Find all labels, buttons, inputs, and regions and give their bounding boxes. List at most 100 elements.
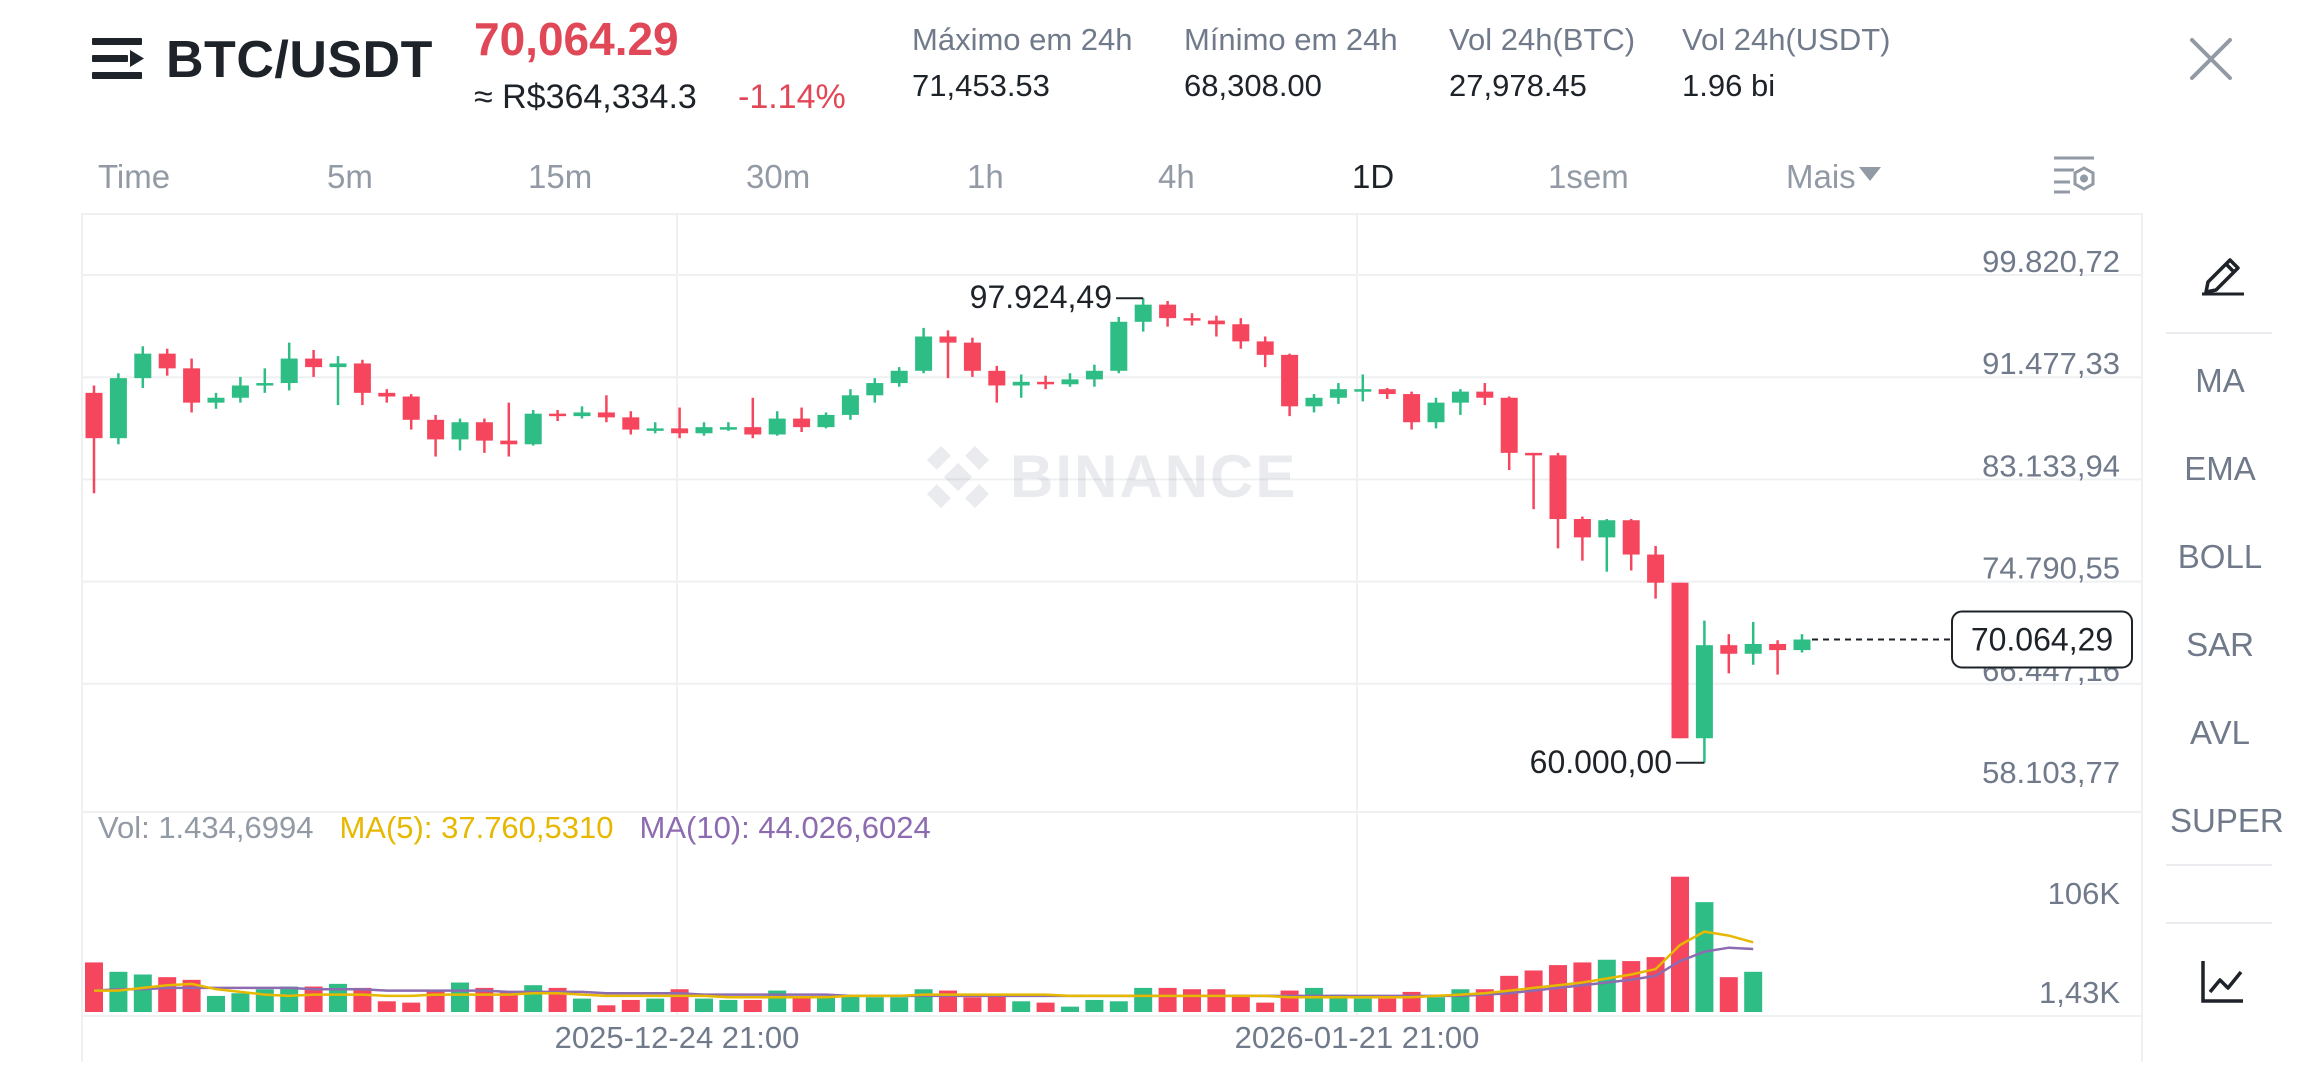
pair-title[interactable]: BTC/USDT bbox=[166, 31, 433, 89]
candle-body bbox=[500, 440, 518, 445]
candle-body bbox=[963, 342, 981, 371]
pencil-icon[interactable] bbox=[2200, 248, 2246, 296]
candle-body bbox=[183, 368, 201, 403]
volume-bar bbox=[987, 995, 1006, 1012]
tab-5m[interactable]: 5m bbox=[327, 158, 373, 195]
volume-bar bbox=[1622, 961, 1641, 1012]
menu-icon[interactable] bbox=[92, 36, 144, 82]
watermark-text: BINANCE bbox=[1010, 443, 1297, 510]
candle-body bbox=[1744, 643, 1762, 654]
candle-body bbox=[427, 419, 445, 440]
candle-body bbox=[793, 418, 811, 428]
volume-bar bbox=[1256, 1002, 1275, 1012]
tab-1d[interactable]: 1D bbox=[1352, 158, 1395, 195]
stat-high-24h-value: 71,453.53 bbox=[912, 68, 1050, 103]
tab-4h[interactable]: 4h bbox=[1158, 158, 1195, 195]
volume-axis-label: 106K bbox=[2048, 876, 2121, 911]
volume-bar bbox=[280, 986, 299, 1012]
candle-body bbox=[597, 412, 615, 418]
volume-bar bbox=[768, 990, 787, 1012]
candle-body bbox=[353, 363, 371, 393]
volume-axis-label: 1,43K bbox=[2039, 975, 2120, 1010]
volume-bar bbox=[817, 997, 835, 1012]
indicator-super[interactable]: SUPER bbox=[2170, 802, 2284, 839]
candle-body bbox=[1622, 520, 1640, 555]
volume-bar bbox=[499, 991, 518, 1012]
price-axis-label: 58.103,77 bbox=[1982, 755, 2120, 790]
candle-body bbox=[768, 418, 786, 435]
indicator-boll[interactable]: BOLL bbox=[2177, 538, 2263, 575]
volume-bar bbox=[85, 962, 103, 1012]
indicator-ema[interactable]: EMA bbox=[2184, 450, 2256, 487]
close-icon[interactable] bbox=[2188, 36, 2234, 82]
volume-bar bbox=[865, 997, 884, 1012]
volume-bar bbox=[1597, 959, 1616, 1012]
volume-bar bbox=[1012, 1001, 1031, 1012]
volume-bar bbox=[1329, 994, 1348, 1012]
low-marker-label: 60.000,00 bbox=[1530, 744, 1672, 780]
candle-body bbox=[1647, 554, 1665, 583]
candle-body bbox=[158, 353, 176, 369]
candle-body bbox=[1012, 381, 1030, 386]
toolbar-divider bbox=[2166, 332, 2272, 334]
volume-bar bbox=[1158, 987, 1177, 1012]
tab-time[interactable]: Time bbox=[98, 158, 171, 195]
time-axis-label: 2025-12-24 21:00 bbox=[555, 1020, 800, 1055]
indicator-ma[interactable]: MA bbox=[2195, 362, 2245, 399]
candle-body bbox=[1232, 324, 1250, 342]
indicator-sar[interactable]: SAR bbox=[2186, 626, 2254, 663]
volume-bar bbox=[109, 971, 128, 1012]
candle-body bbox=[1061, 379, 1079, 385]
stat-vol-btc-label: Vol 24h(BTC) bbox=[1449, 22, 1636, 57]
volume-bar bbox=[841, 995, 860, 1012]
volume-bar bbox=[719, 999, 738, 1012]
stat-high-24h-label: Máximo em 24h bbox=[912, 22, 1133, 57]
stat-low-24h-value: 68,308.00 bbox=[1184, 68, 1322, 103]
chart-settings-icon[interactable] bbox=[2052, 152, 2098, 196]
volume-bar bbox=[1353, 998, 1372, 1012]
volume-bar bbox=[1719, 977, 1738, 1012]
volume-bar bbox=[1109, 1001, 1128, 1012]
candle-body bbox=[915, 336, 933, 371]
candle-body bbox=[1720, 645, 1738, 654]
line-chart-icon[interactable] bbox=[2200, 958, 2246, 1004]
candle-body bbox=[1085, 370, 1103, 380]
candle-body bbox=[1134, 304, 1152, 322]
candle-body bbox=[451, 422, 469, 440]
time-axis-label: 2026-01-21 21:00 bbox=[1235, 1020, 1480, 1055]
candle-body bbox=[475, 422, 493, 441]
volume-legend-ma10: MA(10): 44.026,6024 bbox=[639, 810, 931, 845]
candle-body bbox=[329, 363, 347, 368]
candle-body bbox=[1476, 391, 1494, 398]
candle-body bbox=[305, 358, 323, 368]
candle-body bbox=[1671, 582, 1689, 739]
candle-body bbox=[1183, 318, 1201, 321]
candle-body bbox=[719, 427, 737, 430]
price-axis-label: 74.790,55 bbox=[1982, 551, 2120, 586]
candle-body bbox=[1037, 381, 1055, 385]
volume-bar bbox=[231, 993, 250, 1012]
stat-vol-btc-value: 27,978.45 bbox=[1449, 68, 1587, 103]
tab-15m[interactable]: 15m bbox=[528, 158, 593, 195]
fiat-price: ≈ R$364,334.3 bbox=[474, 78, 697, 116]
candle-body bbox=[1525, 452, 1543, 456]
candle-body bbox=[109, 378, 127, 439]
candle-body bbox=[622, 417, 640, 430]
candle-body bbox=[1769, 643, 1787, 651]
tab-more[interactable]: Mais bbox=[1786, 158, 1856, 195]
candle-body bbox=[1329, 389, 1347, 398]
tab-1h[interactable]: 1h bbox=[967, 158, 1004, 195]
volume-bar bbox=[451, 982, 469, 1012]
tab-30m[interactable]: 30m bbox=[746, 158, 811, 195]
volume-bar bbox=[207, 995, 225, 1012]
volume-bar bbox=[963, 997, 982, 1012]
caret-down-icon[interactable] bbox=[1858, 166, 1882, 182]
tab-1sem[interactable]: 1sem bbox=[1548, 158, 1629, 195]
indicator-avl[interactable]: AVL bbox=[2190, 714, 2250, 751]
volume-bar bbox=[743, 999, 762, 1012]
price-axis-label: 83.133,94 bbox=[1982, 448, 2120, 483]
candle-body bbox=[1159, 304, 1177, 319]
volume-bar bbox=[1378, 998, 1397, 1012]
candle-body bbox=[1549, 455, 1567, 520]
